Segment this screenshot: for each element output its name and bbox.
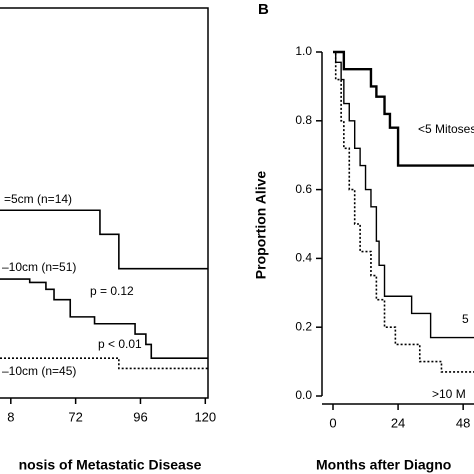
series-label: 5 [462, 312, 469, 326]
y-tick-label: 0.2 [295, 319, 312, 333]
y-label: Proportion Alive [253, 171, 269, 280]
series-label: –10cm (n=45) [2, 364, 76, 378]
y-tick-label: 0.8 [295, 113, 312, 127]
survival-curve [0, 209, 208, 270]
right-x-label: Months after Diagno [316, 457, 451, 473]
x-tick-label: 120 [194, 409, 216, 424]
survival-curve [0, 278, 208, 359]
annotation: p = 0.12 [90, 284, 134, 298]
series-label: =5cm (n=14) [4, 192, 72, 206]
x-tick-label: 48 [456, 415, 470, 430]
y-tick-label: 0.6 [295, 182, 312, 196]
x-tick-label: 72 [68, 409, 82, 424]
annotation: p < 0.01 [98, 337, 142, 351]
x-tick-label: 0 [329, 415, 336, 430]
y-tick-label: 0.4 [295, 251, 312, 265]
x-tick-label: 8 [7, 409, 14, 424]
series-label: –10cm (n=51) [2, 260, 76, 274]
series-label: >10 M [432, 387, 466, 401]
x-tick-label: 24 [391, 415, 405, 430]
survival-curve [0, 357, 208, 370]
survival-curve [333, 51, 474, 373]
survival-curve [333, 50, 474, 167]
y-tick-label: 1.0 [295, 44, 312, 58]
left-frame [0, 7, 209, 399]
panel-label: B [258, 1, 269, 18]
series-label: <5 Mitoses [418, 122, 474, 136]
left-x-label: nosis of Metastatic Disease [19, 457, 202, 473]
x-tick-label: 96 [133, 409, 147, 424]
survival-curve [333, 51, 474, 339]
y-tick-label: 0.0 [295, 388, 312, 402]
